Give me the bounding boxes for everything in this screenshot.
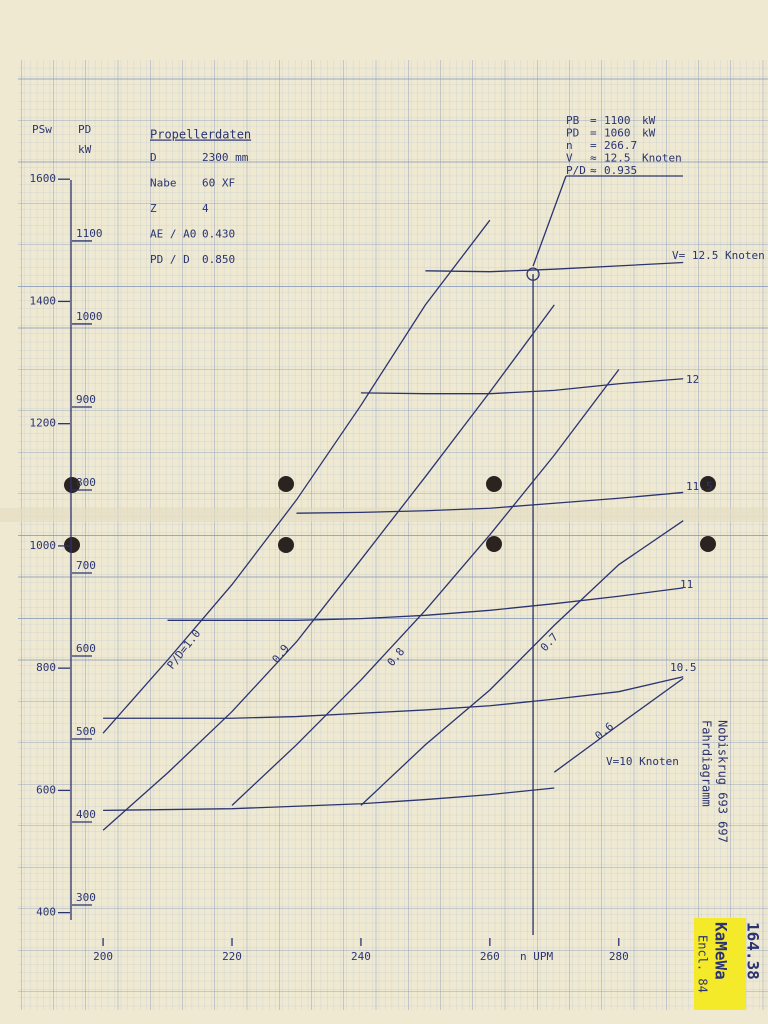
curve: [296, 491, 684, 514]
curve-label: V= 12.5 Knoten: [672, 249, 765, 262]
y-axis-label: PD: [78, 123, 91, 136]
y2-tick-label: 800: [36, 661, 56, 674]
curve-label: 11: [680, 578, 693, 591]
op-unit: kW: [642, 114, 656, 127]
enclosure: Encl. 84: [696, 935, 710, 993]
y-tick-label: 300: [76, 891, 96, 904]
prop-key: AE / A0: [150, 228, 196, 241]
op-value: 0.935: [604, 164, 637, 177]
propeller-title: Propellerdaten: [150, 128, 251, 142]
y-tick-label: 700: [76, 559, 96, 572]
op-point: [526, 267, 540, 281]
prop-value: 0.430: [202, 228, 235, 241]
curve-label: V=10 Knoten: [606, 755, 679, 768]
op-sep: ≈: [590, 164, 597, 177]
prop-key: Nabe: [150, 177, 177, 190]
y-axis-unit: kW: [78, 143, 92, 156]
y-tick-label: 600: [76, 642, 96, 655]
op-value: 12.5: [604, 152, 631, 165]
y2-tick-label: 400: [36, 906, 56, 919]
op-unit: Knoten: [642, 152, 682, 165]
y-tick-label: 1100: [76, 227, 103, 240]
y2-tick-label: 1400: [30, 294, 57, 307]
curve: [425, 261, 684, 273]
y-tick-label: 1000: [76, 310, 103, 323]
op-sep: =: [590, 139, 597, 152]
curve: [103, 676, 684, 719]
curve: [360, 378, 684, 395]
sheet-title: Fahrdiagramm: [700, 720, 714, 807]
curve: [167, 587, 684, 621]
sheet-number: 164.38: [744, 922, 763, 980]
op-unit: kW: [642, 127, 656, 140]
curve: [102, 304, 555, 831]
curve: [360, 520, 684, 806]
x-tick-label: 220: [222, 950, 242, 963]
brand: KaMeWa: [712, 922, 731, 980]
y2-tick-label: 1000: [30, 539, 57, 552]
curve-label: 12: [686, 373, 699, 386]
op-label: n: [566, 139, 573, 152]
fold: [0, 508, 768, 522]
curve: [102, 219, 491, 734]
op-value: 1100: [604, 114, 631, 127]
y2-tick-label: 600: [36, 783, 56, 796]
prop-key: D: [150, 151, 157, 164]
prop-value: 4: [202, 202, 209, 215]
prop-key: Z: [150, 202, 157, 215]
op-sep: =: [590, 114, 597, 127]
x-axis-label: n UPM: [520, 950, 553, 963]
curve: [231, 369, 620, 806]
prop-key: PD / D: [150, 253, 190, 266]
prop-value: 2300 mm: [202, 151, 249, 164]
prop-value: 60 XF: [202, 177, 235, 190]
y-tick-label: 500: [76, 725, 96, 738]
op-sep: =: [590, 127, 597, 140]
op-label: PB: [566, 114, 580, 127]
op-label: V: [566, 152, 573, 165]
y2-tick-label: 1200: [30, 417, 57, 430]
y-tick-label: 900: [76, 393, 96, 406]
x-tick-label: 260: [480, 950, 500, 963]
curve: [553, 677, 684, 773]
y2-axis-label: PSw: [32, 123, 52, 136]
op-label: PD: [566, 127, 579, 140]
y-tick-label: 800: [76, 476, 96, 489]
punch-holes: [64, 476, 716, 553]
op-label: P/D: [566, 164, 586, 177]
stamp-box: [694, 918, 746, 1010]
curve: [103, 787, 555, 812]
x-tick-label: 240: [351, 950, 371, 963]
op-leader: [532, 175, 567, 267]
y-tick-label: 400: [76, 808, 96, 821]
vessel: Nobiskrug 693 697: [716, 720, 730, 843]
op-sep: ≈: [590, 152, 597, 165]
x-tick-label: 280: [609, 950, 629, 963]
major-grid: [18, 60, 768, 1010]
op-value: 1060: [604, 127, 631, 140]
op-value: 266.7: [604, 139, 637, 152]
curve-label: 11.5: [686, 480, 713, 493]
curve-label: 10.5: [670, 661, 697, 674]
prop-value: 0.850: [202, 253, 235, 266]
x-tick-label: 200: [93, 950, 113, 963]
y2-tick-label: 1600: [30, 172, 57, 185]
